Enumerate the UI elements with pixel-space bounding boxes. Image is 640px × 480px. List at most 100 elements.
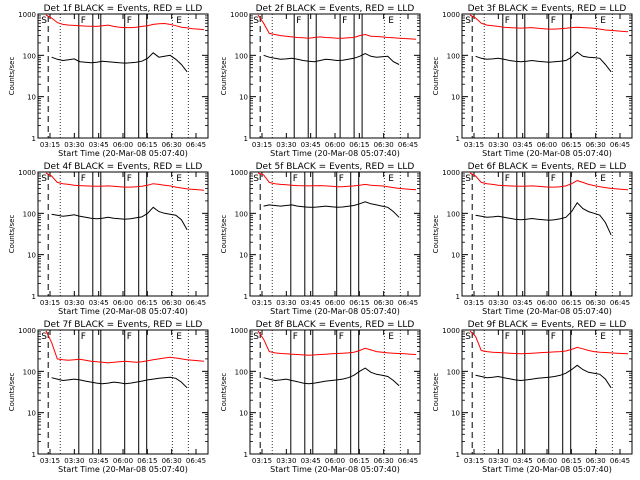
x-tick-label: 03:30 [488, 457, 508, 465]
x-tick-label: 06:00 [537, 299, 557, 307]
marker-f-label: F [81, 332, 86, 342]
y-tick-label: 100 [235, 52, 248, 60]
x-tick-label: 03:30 [64, 299, 84, 307]
marker-e-label: E [600, 332, 606, 342]
x-axis-label: Start Time (20-Mar-08 05:07:40) [58, 307, 188, 316]
x-tick-label: 03:15 [40, 457, 60, 465]
marker-e-label: E [600, 16, 606, 26]
marker-f-label: F [551, 16, 556, 26]
x-tick-label: 03:15 [464, 457, 484, 465]
x-tick-label: 06:30 [162, 299, 182, 307]
x-tick-label: 06:45 [610, 141, 630, 149]
y-axis-label: Counts/sec [220, 215, 228, 254]
marker-s-label: S [41, 332, 47, 342]
marker-s-label: S [253, 174, 259, 184]
x-tick-label: 06:45 [186, 457, 206, 465]
detector-panel: Det 9f BLACK = Events, RED = LLD 1 10 100 10… [432, 320, 633, 474]
y-tick-label: 1 [244, 451, 248, 459]
x-axis-label: Start Time (20-Mar-08 05:07:40) [58, 149, 188, 158]
y-tick-label: 100 [23, 368, 36, 376]
marker-s-label: S [41, 174, 47, 184]
y-tick-label: 1000 [230, 327, 248, 335]
x-tick-label: 06:00 [537, 457, 557, 465]
detector-panel: Det 6f BLACK = Events, RED = LLD 1 10 100 10… [432, 162, 633, 316]
x-tick-label: 03:30 [64, 141, 84, 149]
events-series-line [475, 364, 612, 389]
y-tick-label: 1000 [442, 11, 460, 19]
x-tick-label: 03:15 [464, 299, 484, 307]
y-axis-label: Counts/sec [432, 215, 440, 254]
marker-f-label: F [505, 16, 510, 26]
y-tick-label: 100 [23, 210, 36, 218]
x-tick-label: 06:45 [610, 457, 630, 465]
x-tick-label: 06:15 [561, 457, 581, 465]
x-tick-label: 06:15 [349, 299, 369, 307]
marker-f-label: F [551, 332, 556, 342]
y-tick-label: 1 [32, 135, 36, 143]
y-tick-label: 1 [32, 451, 36, 459]
marker-e-label: E [176, 174, 182, 184]
y-tick-label: 100 [23, 52, 36, 60]
y-tick-label: 10 [239, 94, 248, 102]
x-tick-label: 03:30 [488, 141, 508, 149]
lld-series-line [45, 14, 205, 31]
x-tick-label: 06:30 [374, 299, 394, 307]
x-tick-label: 03:45 [301, 299, 321, 307]
y-axis-label: Counts/sec [220, 57, 228, 96]
detector-panel: Det 8f BLACK = Events, RED = LLD 1 10 100 10… [220, 320, 421, 474]
events-series-line [475, 51, 612, 73]
marker-s-label: S [253, 16, 259, 26]
lld-series-line [469, 330, 629, 355]
x-tick-label: 06:00 [113, 141, 133, 149]
x-tick-label: 03:30 [276, 299, 296, 307]
lld-series-line [469, 14, 629, 33]
x-tick-label: 06:15 [137, 457, 157, 465]
y-axis-label: Counts/sec [8, 373, 16, 412]
events-series-line [51, 52, 188, 73]
y-tick-label: 100 [235, 368, 248, 376]
x-tick-label: 06:30 [586, 457, 606, 465]
x-tick-label: 03:30 [64, 457, 84, 465]
panel-title: Det 5f BLACK = Events, RED = LLD [256, 162, 415, 172]
y-tick-label: 1000 [442, 169, 460, 177]
x-tick-label: 03:30 [488, 299, 508, 307]
x-tick-label: 06:45 [398, 299, 418, 307]
y-axis-label: Counts/sec [432, 57, 440, 96]
y-tick-label: 1 [456, 451, 460, 459]
marker-f-label: F [81, 174, 86, 184]
x-tick-label: 06:15 [137, 141, 157, 149]
x-tick-label: 06:45 [186, 299, 206, 307]
events-series-line [263, 201, 400, 218]
marker-f-label: F [342, 16, 347, 26]
x-tick-label: 06:15 [561, 141, 581, 149]
y-tick-label: 100 [447, 210, 460, 218]
x-tick-label: 03:45 [301, 457, 321, 465]
panel-title: Det 8f BLACK = Events, RED = LLD [256, 320, 415, 330]
events-series-line [51, 206, 188, 231]
panel-title: Det 6f BLACK = Events, RED = LLD [468, 162, 627, 172]
x-tick-label: 06:00 [325, 457, 345, 465]
marker-e-label: E [176, 332, 182, 342]
marker-f-label: F [551, 174, 556, 184]
marker-s-label: S [253, 332, 259, 342]
y-axis-label: Counts/sec [432, 373, 440, 412]
y-tick-label: 1 [244, 293, 248, 301]
x-axis-label: Start Time (20-Mar-08 05:07:40) [482, 307, 612, 316]
x-tick-label: 06:30 [374, 457, 394, 465]
y-axis-label: Counts/sec [220, 373, 228, 412]
marker-f-label: F [127, 16, 132, 26]
marker-s-label: S [465, 174, 471, 184]
x-axis-label: Start Time (20-Mar-08 05:07:40) [270, 149, 400, 158]
x-tick-label: 03:15 [40, 141, 60, 149]
marker-f-label: F [505, 332, 510, 342]
x-tick-label: 06:45 [610, 299, 630, 307]
marker-e-label: E [600, 174, 606, 184]
y-tick-label: 10 [451, 252, 460, 260]
panel-title: Det 2f BLACK = Events, RED = LLD [256, 4, 415, 14]
x-tick-label: 03:30 [276, 141, 296, 149]
marker-f-label: F [505, 174, 510, 184]
marker-s-label: S [465, 16, 471, 26]
y-tick-label: 1 [456, 293, 460, 301]
